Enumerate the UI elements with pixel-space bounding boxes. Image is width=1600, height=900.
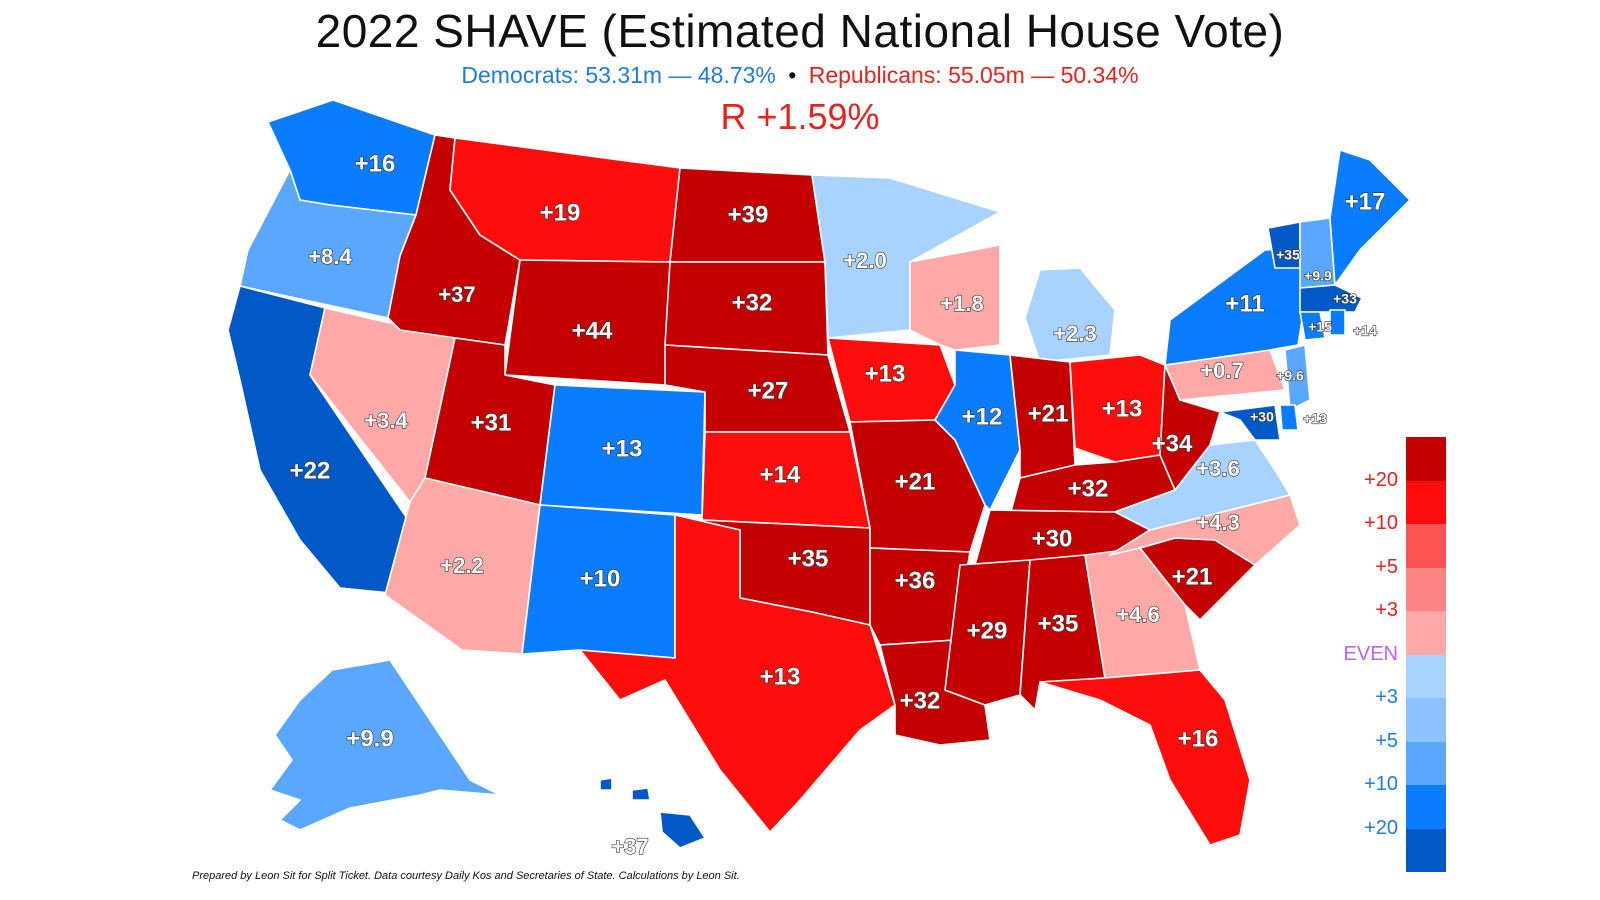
state-michigan (1024, 267, 1116, 363)
state-hawaii (599, 777, 706, 849)
state-margin-label-new-mexico: +10 (580, 565, 621, 592)
state-margin-label-texas: +13 (760, 663, 801, 690)
state-margin-label-west-virginia: +34 (1152, 430, 1193, 457)
vote-totals: Democrats: 53.31m — 48.73% • Republicans… (0, 62, 1600, 89)
legend-swatch (1406, 524, 1446, 568)
state-margin-label-indiana: +21 (1028, 400, 1069, 427)
state-texas (579, 514, 896, 833)
state-new-york (1164, 247, 1303, 366)
state-margin-label-washington: +16 (355, 150, 396, 177)
legend-label: +10 (1364, 773, 1398, 795)
state-margin-label-vermont: +35 (1276, 247, 1300, 263)
state-margin-label-maine: +17 (1345, 188, 1386, 215)
state-margin-label-virginia: +3.6 (1196, 456, 1239, 481)
state-new-jersey (1284, 344, 1311, 411)
state-margin-label-south-dakota: +32 (732, 289, 773, 316)
state-margin-label-new-jersey: +9.6 (1276, 368, 1304, 384)
state-margin-label-michigan: +2.3 (1053, 321, 1096, 346)
state-margin-label-new-york: +11 (1225, 290, 1264, 317)
state-margin-label-louisiana: +32 (900, 687, 941, 714)
state-margin-label-nebraska: +27 (748, 377, 789, 404)
state-margin-label-california: +22 (290, 457, 331, 484)
state-margin-label-minnesota: +2.0 (843, 248, 886, 273)
state-margin-label-alabama: +35 (1038, 610, 1079, 637)
state-margin-label-wisconsin: +1.8 (940, 291, 983, 316)
state-maine (1329, 149, 1411, 286)
legend-swatch (1406, 698, 1446, 742)
state-labels: +16 +8.4 +22 +3.4 +37 +19 +44 +31 +2.2 +13 +10 +39 +… (289, 150, 1386, 860)
state-margin-label-iowa: +13 (865, 360, 906, 387)
state-margin-label-pennsylvania: +0.7 (1200, 358, 1243, 383)
state-margin-label-new-hampshire: +9.9 (1304, 268, 1332, 284)
state-margin-label-wyoming: +44 (572, 317, 613, 344)
state-margin-label-missouri: +21 (895, 468, 936, 495)
state-delaware (1279, 404, 1299, 431)
legend-swatch (1406, 654, 1446, 698)
legend-label: +3 (1375, 599, 1398, 621)
state-margin-label-north-dakota: +39 (728, 201, 769, 228)
state-margin-label-oregon: +8.4 (308, 244, 352, 269)
state-margin-label-arkansas: +36 (895, 567, 936, 594)
legend-label: +20 (1364, 468, 1398, 491)
legend-label: +20 (1364, 816, 1398, 839)
credits-footer: Prepared by Leon Sit for Split Ticket. D… (192, 870, 740, 882)
legend-swatch (1406, 567, 1446, 611)
legend-swatch (1406, 611, 1446, 655)
state-margin-label-georgia: +4.6 (1116, 602, 1159, 627)
state-margin-label-north-carolina: +4.3 (1196, 510, 1239, 535)
state-margin-label-connecticut: +15 (1308, 319, 1332, 335)
state-maryland (1219, 404, 1281, 441)
republican-total: Republicans: 55.05m — 50.34% (808, 62, 1139, 88)
state-margin-label-kansas: +14 (760, 461, 801, 488)
legend-swatch (1406, 828, 1446, 872)
state-margin-label-illinois: +12 (962, 403, 1003, 430)
state-margin-label-rhode-island: +14 (1353, 323, 1377, 339)
state-margin-label-arizona: +2.2 (440, 553, 483, 578)
state-connecticut (1299, 311, 1326, 341)
separator-dot: • (788, 62, 797, 88)
state-margin-label-tennessee: +30 (1032, 525, 1073, 552)
state-margin-label-alaska: +9.9 (346, 725, 393, 752)
map-title: 2022 SHAVE (Estimated National House Vot… (315, 5, 1285, 57)
state-margin-label-oklahoma: +35 (788, 545, 829, 572)
legend-swatch (1406, 437, 1446, 481)
state-margin-label-colorado: +13 (602, 435, 643, 462)
state-shapes (227, 99, 1411, 849)
legend-label: +5 (1375, 729, 1398, 752)
legend-label: +10 (1364, 512, 1398, 534)
state-margin-label-idaho: +37 (438, 282, 475, 307)
state-margin-label-utah: +31 (471, 409, 512, 436)
legend-swatch (1406, 785, 1446, 829)
legend-label: +5 (1375, 555, 1398, 578)
state-margin-label-ohio: +13 (1102, 395, 1143, 422)
state-florida (1039, 669, 1251, 846)
state-margin-label-maryland: +30 (1250, 409, 1274, 425)
state-margin-label-montana: +19 (540, 199, 581, 226)
legend-label: +3 (1375, 686, 1398, 708)
state-margin-label-mississippi: +29 (967, 617, 1008, 644)
state-margin-label-nevada: +3.4 (364, 408, 408, 433)
state-margin-label-florida: +16 (1178, 725, 1219, 752)
state-margin-label-hawaii: +37 (611, 834, 648, 859)
legend-swatch (1406, 741, 1446, 785)
state-rhode-island (1329, 309, 1346, 336)
state-margin-label-delaware: +13 (1303, 411, 1327, 427)
legend-label: EVEN (1343, 642, 1398, 665)
state-alaska (269, 659, 501, 831)
state-margin-label-massachusetts: +33 (1333, 291, 1357, 307)
legend-swatch (1406, 480, 1446, 524)
state-margin-label-kentucky: +32 (1068, 475, 1109, 502)
state-mississippi (944, 559, 1031, 706)
state-massachusetts (1299, 284, 1363, 313)
state-margin-label-south-carolina: +21 (1172, 563, 1213, 590)
overall-margin: R +1.59% (720, 96, 880, 137)
democrat-total: Democrats: 53.31m — 48.73% (461, 62, 776, 88)
